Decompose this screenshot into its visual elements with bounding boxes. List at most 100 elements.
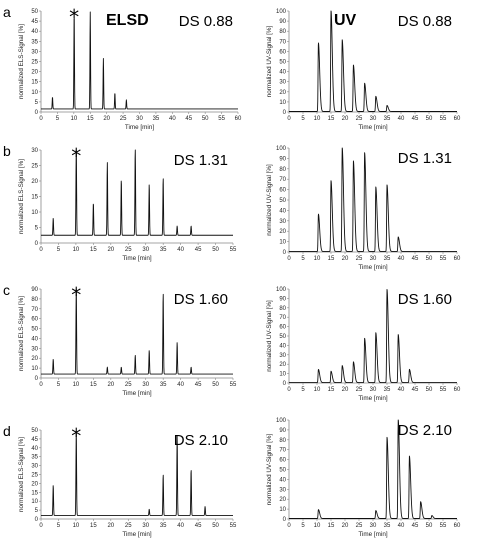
chromatogram-trace: [288, 289, 458, 383]
x-tick-label: 30: [370, 387, 377, 393]
x-tick-label: 45: [195, 247, 202, 253]
y-tick-label: 30: [31, 346, 38, 352]
x-tick-label: 0: [39, 523, 43, 529]
x-tick-label: 20: [342, 523, 349, 529]
x-tick-label: 15: [328, 523, 335, 529]
chromatogram-trace: [288, 10, 458, 112]
y-tick-label: 30: [279, 353, 286, 359]
y-tick-label: 30: [31, 464, 38, 470]
x-tick-label: 40: [177, 523, 184, 529]
x-tick-label: 50: [212, 247, 219, 253]
y-tick-label: 100: [276, 287, 287, 293]
y-tick-label: 5: [35, 100, 39, 106]
y-tick-label: 50: [279, 198, 286, 204]
y-tick-label: 5: [35, 508, 39, 514]
y-tick-label: 20: [31, 70, 38, 76]
y-tick-label: 40: [31, 29, 38, 35]
y-tick-label: 0: [35, 110, 39, 116]
y-tick-label: 35: [31, 455, 38, 461]
x-tick-label: 20: [342, 387, 349, 393]
x-tick-label: 40: [177, 382, 184, 388]
x-axis-label: Time [min]: [358, 395, 387, 402]
y-tick-label: 35: [31, 39, 38, 45]
y-tick-label: 20: [31, 356, 38, 362]
x-tick-label: 0: [39, 116, 43, 122]
y-tick-label: 0: [35, 517, 39, 523]
y-tick-label: 0: [35, 376, 39, 382]
ds-annotation: DS 0.88: [179, 13, 233, 30]
x-tick-label: 55: [230, 382, 237, 388]
y-tick-label: 80: [279, 167, 286, 173]
y-tick-label: 70: [279, 448, 286, 454]
y-tick-label: 40: [279, 208, 286, 214]
x-tick-label: 5: [301, 256, 305, 262]
x-tick-label: 15: [90, 382, 97, 388]
x-tick-label: 35: [160, 523, 167, 529]
panel-letter: a: [3, 4, 11, 20]
x-tick-label: 30: [142, 247, 149, 253]
y-tick-label: 100: [276, 418, 287, 424]
x-tick-label: 30: [370, 116, 377, 122]
x-tick-label: 25: [356, 256, 363, 262]
x-tick-label: 55: [440, 523, 447, 529]
x-tick-label: 55: [230, 523, 237, 529]
chromatogram-trace: [288, 147, 458, 252]
x-tick-label: 60: [454, 523, 461, 529]
x-axis-label: Time [min]: [125, 124, 154, 131]
ds-annotation: DS 1.60: [398, 291, 452, 308]
x-tick-label: 25: [120, 116, 127, 122]
y-axis-label: normalized UV-Signal [%]: [266, 300, 273, 372]
x-tick-label: 5: [301, 523, 305, 529]
x-tick-label: 30: [142, 523, 149, 529]
x-tick-label: 20: [107, 247, 114, 253]
panel-letter: b: [3, 143, 11, 159]
x-tick-label: 0: [287, 256, 291, 262]
y-tick-label: 90: [279, 428, 286, 434]
y-tick-label: 50: [31, 327, 38, 333]
y-tick-label: 60: [279, 325, 286, 331]
x-tick-label: 40: [177, 247, 184, 253]
x-tick-label: 5: [57, 247, 61, 253]
x-tick-label: 50: [202, 116, 209, 122]
y-tick-label: 20: [31, 179, 38, 185]
x-tick-label: 35: [160, 382, 167, 388]
x-tick-label: 25: [125, 247, 132, 253]
x-axis-label: Time [min]: [122, 255, 151, 262]
y-tick-label: 45: [31, 437, 38, 443]
x-tick-label: 10: [314, 116, 321, 122]
y-tick-label: 90: [279, 296, 286, 302]
column-title: UV: [334, 12, 357, 29]
x-tick-label: 5: [301, 116, 305, 122]
x-tick-label: 35: [384, 116, 391, 122]
x-tick-label: 35: [384, 387, 391, 393]
x-axis-label: Time [min]: [358, 531, 387, 538]
x-tick-label: 25: [125, 382, 132, 388]
x-tick-label: 50: [426, 523, 433, 529]
y-tick-label: 10: [279, 507, 286, 513]
x-tick-label: 15: [87, 116, 94, 122]
x-tick-label: 50: [212, 382, 219, 388]
x-tick-label: 45: [185, 116, 192, 122]
ds-annotation: DS 1.31: [398, 150, 452, 167]
x-tick-label: 20: [342, 256, 349, 262]
x-tick-label: 60: [235, 116, 242, 122]
ds-annotation: DS 0.88: [398, 13, 452, 30]
x-tick-label: 40: [398, 116, 405, 122]
x-tick-label: 40: [398, 256, 405, 262]
x-tick-label: 10: [314, 523, 321, 529]
y-tick-label: 30: [31, 148, 38, 154]
ds-annotation: DS 2.10: [398, 422, 452, 439]
x-tick-label: 10: [73, 523, 80, 529]
x-tick-label: 0: [39, 247, 43, 253]
y-tick-label: 90: [279, 19, 286, 25]
y-tick-label: 30: [279, 80, 286, 86]
x-tick-label: 20: [107, 382, 114, 388]
x-tick-label: 0: [287, 116, 291, 122]
y-tick-label: 50: [31, 428, 38, 434]
x-tick-label: 0: [287, 387, 291, 393]
y-tick-label: 50: [279, 60, 286, 66]
x-tick-label: 30: [370, 256, 377, 262]
y-tick-label: 50: [279, 468, 286, 474]
y-tick-label: 80: [279, 438, 286, 444]
y-tick-label: 10: [31, 90, 38, 96]
